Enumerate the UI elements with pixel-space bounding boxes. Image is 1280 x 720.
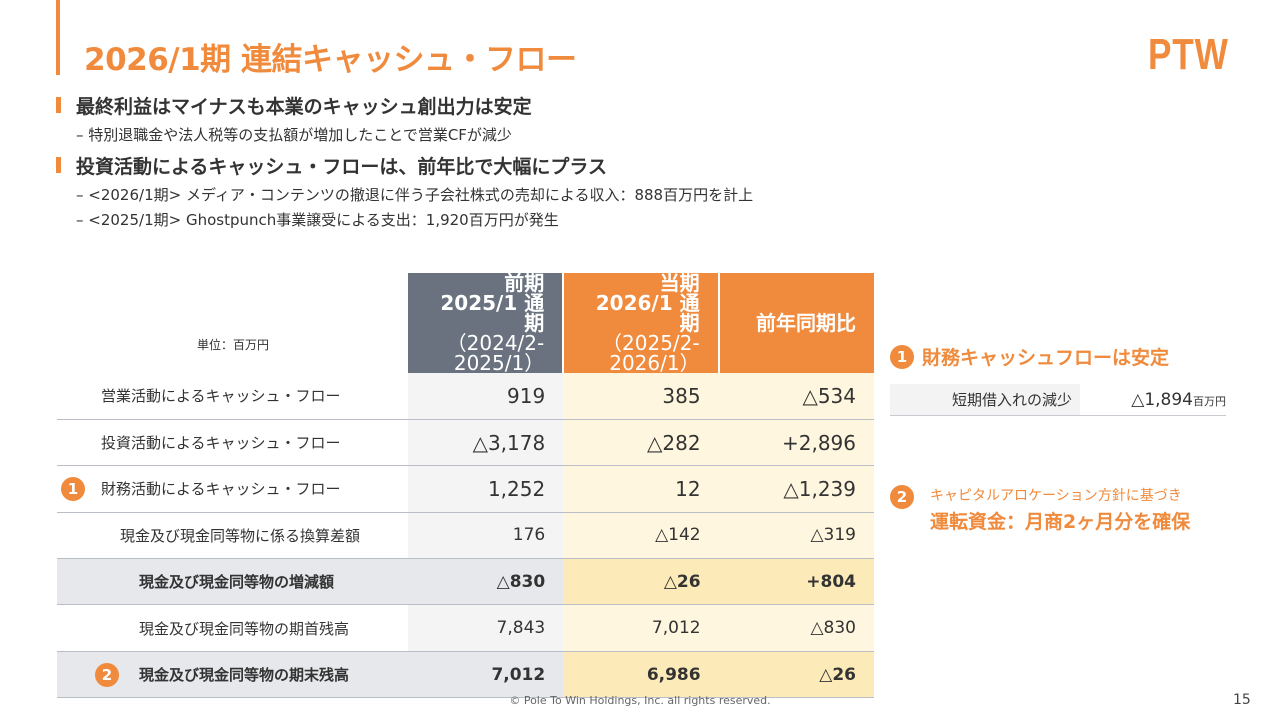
marker-1: 1 (890, 344, 914, 369)
cell-value: 385 (563, 373, 719, 420)
cell-value: 7,012 (407, 651, 564, 699)
row-label: 現金及び現金同等物の期首残高 (57, 604, 408, 652)
row-label: 現金及び現金同等物の増減額 (57, 558, 408, 606)
cell-value: △282 (563, 419, 719, 467)
bullet-heading: 投資活動によるキャッシュ・フローは、前年比で大幅にプラス (56, 152, 607, 179)
cell-value: 6,986 (563, 651, 719, 699)
row-marker: 1 (61, 476, 85, 501)
table-header: 単位：百万円 前期 2025/1 通期 （2024/2-2025/1） 当期 2026… (57, 273, 874, 373)
header-prior: 前期 2025/1 通期 （2024/2-2025/1） (407, 273, 564, 373)
row-marker: 2 (95, 662, 119, 687)
cell-value: △830 (718, 604, 874, 652)
bullet-sub: – <2026/1期> メディア・コンテンツの撤退に伴う子会社株式の売却による収… (76, 186, 754, 204)
cell-value: 919 (407, 373, 564, 420)
header-current: 当期 2026/1 通期 （2025/2-2026/1） (562, 273, 719, 373)
cash-flow-table: 単位：百万円 前期 2025/1 通期 （2024/2-2025/1） 当期 2026… (57, 273, 874, 699)
cell-value: 7,012 (563, 604, 719, 652)
table-row: 2 現金及び現金同等物の期末残高 7,012 6,986 △26 (57, 651, 874, 699)
cell-value: △1,239 (718, 465, 874, 513)
cell-value: 1,252 (407, 465, 564, 513)
cell-value: △26 (718, 651, 874, 699)
cell-value: 176 (407, 512, 564, 560)
financing-note-item: 短期借入れの減少 △1,894百万円 (890, 384, 1226, 416)
table-row: 投資活動によるキャッシュ・フロー △3,178 △282 +2,896 (57, 419, 874, 467)
table-row: 現金及び現金同等物の増減額 △830 △26 +804 (57, 558, 874, 606)
row-label: 投資活動によるキャッシュ・フロー (57, 419, 408, 467)
row-label: 現金及び現金同等物に係る換算差額 (57, 512, 408, 560)
unit-label: 単位：百万円 (57, 273, 408, 373)
table-row: 営業活動によるキャッシュ・フロー 919 385 △534 (57, 373, 874, 420)
copyright: © Pole To Win Holdings, Inc. all rights … (509, 694, 771, 707)
table-row: 現金及び現金同等物に係る換算差額 176 △142 △319 (57, 512, 874, 560)
cell-value: △26 (563, 558, 719, 606)
cell-value: +804 (718, 558, 874, 606)
cell-value: △830 (407, 558, 564, 606)
page-title: 2026/1期 連結キャッシュ・フロー (84, 42, 577, 78)
ptw-logo: PTW (1148, 30, 1229, 79)
row-label: 営業活動によるキャッシュ・フロー (57, 373, 408, 420)
bullet-heading: 最終利益はマイナスも本業のキャッシュ創出力は安定 (56, 92, 532, 119)
table-row: 現金及び現金同等物の期首残高 7,843 7,012 △830 (57, 604, 874, 652)
cell-value: +2,896 (718, 419, 874, 467)
note-line: キャピタルアロケーション方針に基づき (930, 488, 1182, 504)
bullet-sub: – 特別退職金や法人税等の支払額が増加したことで営業CFが減少 (76, 126, 512, 144)
table-row: 1 財務活動によるキャッシュ・フロー 1,252 12 △1,239 (57, 465, 874, 513)
financing-note-title: 1 財務キャッシュフローは安定 (890, 343, 1169, 370)
cell-value: 12 (563, 465, 719, 513)
cell-value: △319 (718, 512, 874, 560)
capital-allocation-note: 2 キャピタルアロケーション方針に基づき 運転資金：月商2ヶ月分を確保 (890, 485, 1190, 534)
cell-value: 7,843 (407, 604, 564, 652)
cell-value: △534 (718, 373, 874, 420)
page-number: 15 (1233, 692, 1251, 708)
item-label: 短期借入れの減少 (890, 384, 1080, 415)
title-accent-bar (56, 0, 60, 75)
header-yoy: 前年同期比 (717, 273, 874, 373)
row-label: 1 財務活動によるキャッシュ・フロー (57, 465, 408, 513)
marker-2: 2 (890, 485, 914, 509)
note-headline: 運転資金：月商2ヶ月分を確保 (930, 511, 1191, 533)
item-value: △1,894百万円 (1131, 390, 1226, 410)
cell-value: △3,178 (407, 419, 564, 467)
row-label: 2 現金及び現金同等物の期末残高 (57, 651, 408, 699)
bullet-sub: – <2025/1期> Ghostpunch事業譲受による支出：1,920百万円… (76, 211, 559, 229)
cell-value: △142 (563, 512, 719, 560)
